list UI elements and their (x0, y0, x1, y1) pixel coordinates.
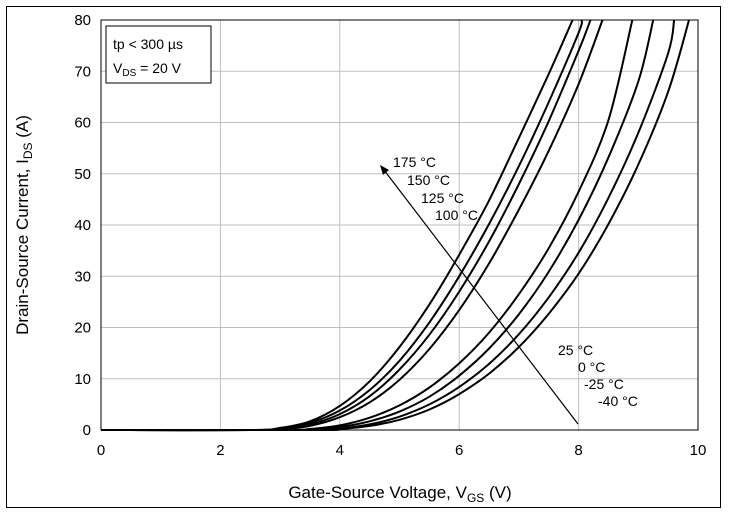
x-tick-label: 4 (336, 442, 344, 459)
y-tick-labels: 0 10 20 30 40 50 60 70 80 (74, 12, 91, 439)
temp-label-25: 25 °C (558, 342, 593, 358)
temp-label-minus25: -25 °C (584, 376, 624, 392)
temp-label-125: 125 °C (421, 190, 464, 206)
y-tick-label: 0 (83, 422, 91, 439)
y-tick-label: 50 (74, 166, 91, 183)
y-tick-label: 20 (74, 320, 91, 337)
x-axis-label: Gate-Source Voltage, VGS (V) (288, 483, 511, 505)
conditions-vds: VDS = 20 V (113, 60, 182, 79)
x-tick-label: 2 (216, 442, 224, 459)
conditions-box: tp < 300 µs VDS = 20 V (105, 25, 212, 84)
temp-label-minus40: -40 °C (598, 393, 638, 409)
x-tick-label: 6 (455, 442, 463, 459)
y-axis-label: Drain-Source Current, IDS (A) (13, 115, 35, 335)
x-tick-label: 8 (574, 442, 582, 459)
temp-label-100: 100 °C (435, 207, 478, 223)
temperature-labels: 175 °C 150 °C 125 °C 100 °C 25 °C 0 °C -… (393, 154, 638, 409)
chart-frame (6, 6, 721, 508)
temp-label-150: 150 °C (407, 172, 450, 188)
x-tick-label: 0 (97, 442, 105, 459)
x-tick-label: 10 (690, 442, 707, 459)
x-tick-labels: 0 2 4 6 8 10 (97, 442, 707, 459)
y-tick-label: 60 (74, 115, 91, 132)
plot-area (100, 19, 699, 431)
y-tick-label: 10 (74, 371, 91, 388)
temp-label-175: 175 °C (393, 154, 436, 170)
y-tick-label: 30 (74, 268, 91, 285)
conditions-pulse: tp < 300 µs (113, 36, 183, 52)
y-tick-label: 80 (74, 12, 91, 29)
series-lines (100, 19, 690, 432)
y-tick-label: 40 (74, 217, 91, 234)
temperature-arrow (380, 165, 579, 425)
series-line (100, 19, 690, 432)
temp-label-0: 0 °C (578, 359, 605, 375)
y-tick-label: 70 (74, 63, 91, 80)
